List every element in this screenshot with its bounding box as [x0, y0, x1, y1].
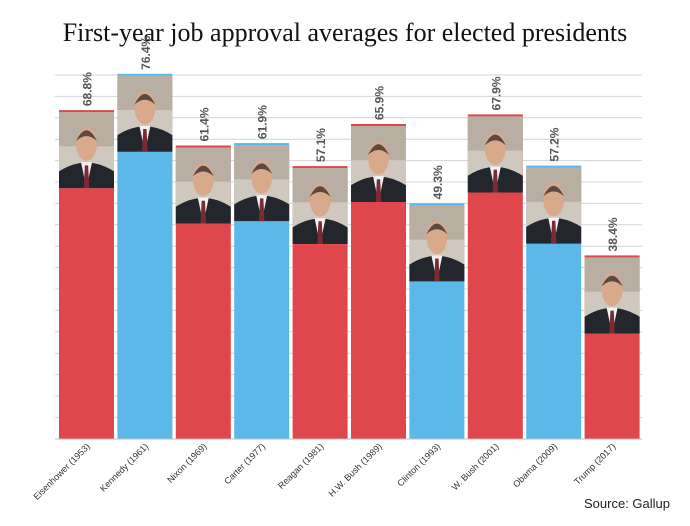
- x-tick-label: Kennedy (1961): [98, 441, 150, 493]
- portrait-tie: [258, 198, 265, 222]
- portrait-tie: [83, 165, 90, 189]
- portrait-hair: [426, 223, 448, 235]
- bar-group: 76.4% Kennedy (1961): [98, 35, 173, 494]
- president-portrait-icon: [351, 125, 406, 202]
- portrait-hair: [134, 94, 156, 105]
- portrait-hair: [484, 134, 506, 146]
- bar-group: 57.2% Obama (2009): [511, 127, 582, 489]
- portrait-hair: [76, 130, 97, 142]
- portrait-tie: [375, 179, 382, 202]
- president-portrait-icon: [292, 168, 348, 245]
- president-portrait-icon: [117, 75, 173, 152]
- bar-group: 38.4% Trump (2017): [572, 217, 640, 487]
- bars: 68.8% Eisenhower (1953) 76.4% Kennedy (1961…: [31, 35, 640, 502]
- data-label: 38.4%: [606, 217, 620, 251]
- bar-group: 68.8% Eisenhower (1953): [31, 72, 114, 502]
- data-label: 57.2%: [548, 127, 562, 161]
- data-label: 67.9%: [489, 76, 503, 110]
- portrait-tie: [142, 129, 148, 152]
- data-label: 61.4%: [197, 107, 211, 141]
- portrait-hair: [309, 186, 331, 197]
- president-portrait-icon: [584, 257, 640, 334]
- x-tick-label: W. Bush (2001): [450, 441, 501, 492]
- bar-group: 61.9% Carter (1977): [222, 105, 290, 486]
- president-portrait-icon: [175, 147, 231, 224]
- x-tick-label: Eisenhower (1953): [31, 441, 91, 501]
- portrait-tie: [434, 258, 440, 282]
- chart-title: First-year job approval averages for ele…: [62, 18, 628, 47]
- portrait-tie: [317, 221, 323, 245]
- x-tick-label: H.W. Bush (1989): [327, 441, 384, 498]
- portrait-hair: [601, 275, 623, 287]
- president-portrait-icon: [59, 112, 114, 189]
- data-label: 49.3%: [431, 165, 445, 199]
- bar-group: 61.4% Nixon (1969): [165, 107, 231, 485]
- x-tick-label: Nixon (1969): [165, 441, 209, 485]
- portrait-tie: [200, 200, 207, 224]
- president-portrait-icon: [234, 145, 290, 222]
- portrait-tie: [609, 310, 615, 334]
- data-label: 65.9%: [373, 86, 387, 120]
- data-label: 76.4%: [139, 35, 153, 69]
- bar-group: 57.1% Reagan (1981): [276, 128, 348, 491]
- portrait-hair: [543, 185, 565, 197]
- president-portrait-icon: [409, 205, 465, 282]
- bar-group: 65.9% H.W. Bush (1989): [327, 86, 406, 499]
- data-label: 68.8%: [81, 72, 95, 106]
- source-note: Source: Gallup: [584, 496, 670, 511]
- portrait-hair: [192, 165, 214, 177]
- x-tick-label: Clinton (1993): [395, 441, 442, 488]
- x-tick-label: Carter (1977): [222, 441, 267, 486]
- x-tick-label: Reagan (1981): [276, 441, 326, 491]
- x-tick-label: Trump (2017): [572, 441, 617, 486]
- data-label: 57.1%: [314, 128, 328, 162]
- portrait-hair: [251, 163, 273, 174]
- president-portrait-icon: [526, 167, 582, 244]
- portrait-tie: [550, 220, 557, 244]
- president-portrait-icon: [467, 116, 523, 193]
- portrait-hair: [368, 144, 389, 155]
- x-tick-label: Obama (2009): [511, 441, 559, 489]
- portrait-tie: [492, 169, 499, 193]
- data-label: 61.9%: [256, 105, 270, 139]
